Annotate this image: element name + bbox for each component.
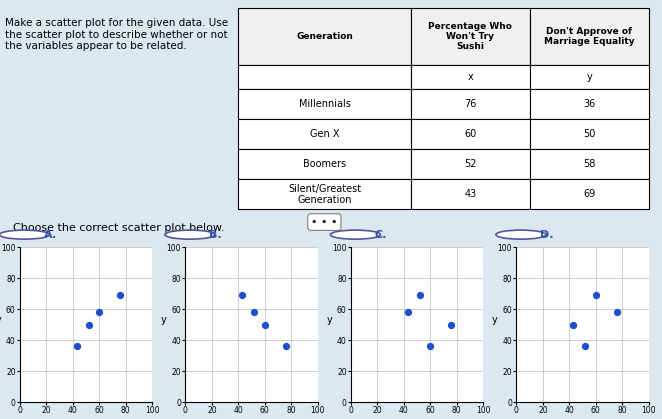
Text: Boomers: Boomers — [303, 159, 346, 169]
Point — [425, 343, 436, 350]
Point — [612, 309, 622, 316]
X-axis label: x: x — [414, 417, 420, 419]
Bar — [410, 149, 530, 179]
Bar — [238, 179, 410, 210]
Bar — [410, 89, 530, 119]
Bar — [530, 8, 649, 65]
Point — [260, 321, 270, 328]
Bar — [530, 89, 649, 119]
Bar — [238, 65, 410, 89]
Bar — [410, 179, 530, 210]
Text: C.: C. — [375, 230, 387, 240]
Text: B.: B. — [209, 230, 222, 240]
Bar — [530, 65, 649, 89]
Text: Silent/Greatest
Generation: Silent/Greatest Generation — [288, 184, 361, 205]
Bar — [530, 179, 649, 210]
Text: • • •: • • • — [311, 217, 338, 227]
Text: 69: 69 — [583, 189, 595, 199]
Point — [71, 343, 82, 350]
Text: Millennials: Millennials — [299, 99, 350, 109]
Text: 58: 58 — [583, 159, 595, 169]
Circle shape — [330, 230, 381, 239]
Bar — [238, 89, 410, 119]
Bar — [410, 65, 530, 89]
Text: 52: 52 — [464, 159, 477, 169]
Point — [402, 309, 413, 316]
Y-axis label: y: y — [161, 315, 167, 325]
Text: Percentage Who
Won't Try
Sushi: Percentage Who Won't Try Sushi — [428, 22, 512, 52]
Text: Gen X: Gen X — [310, 129, 339, 139]
Text: Don't Approve of
Marriage Equality: Don't Approve of Marriage Equality — [544, 27, 635, 46]
Text: 43: 43 — [464, 189, 477, 199]
Circle shape — [0, 230, 50, 239]
Bar — [238, 149, 410, 179]
Text: A.: A. — [44, 230, 57, 240]
Text: x: x — [467, 72, 473, 82]
Bar — [410, 8, 530, 65]
Bar — [238, 8, 410, 65]
X-axis label: x: x — [249, 417, 254, 419]
Text: D.: D. — [540, 230, 554, 240]
Text: Generation: Generation — [296, 32, 353, 41]
X-axis label: x: x — [580, 417, 585, 419]
Point — [94, 309, 105, 316]
Text: Choose the correct scatter plot below.: Choose the correct scatter plot below. — [13, 223, 225, 233]
Point — [568, 321, 579, 328]
Text: 36: 36 — [583, 99, 595, 109]
Text: Make a scatter plot for the given data. Use
the scatter plot to describe whether: Make a scatter plot for the given data. … — [5, 18, 228, 51]
Text: 60: 60 — [464, 129, 477, 139]
Point — [446, 321, 457, 328]
Bar — [238, 119, 410, 149]
Y-axis label: y: y — [326, 315, 332, 325]
Text: 76: 76 — [464, 99, 477, 109]
Text: 50: 50 — [583, 129, 595, 139]
Point — [580, 343, 591, 350]
Y-axis label: y: y — [492, 315, 498, 325]
Point — [115, 292, 126, 299]
Y-axis label: y: y — [0, 315, 1, 325]
X-axis label: x: x — [83, 417, 89, 419]
Point — [83, 321, 94, 328]
Circle shape — [165, 230, 215, 239]
Point — [281, 343, 291, 350]
Text: y: y — [587, 72, 592, 82]
Point — [591, 292, 601, 299]
Point — [414, 292, 425, 299]
Bar — [410, 119, 530, 149]
Point — [237, 292, 248, 299]
Point — [249, 309, 260, 316]
Bar — [530, 149, 649, 179]
Circle shape — [496, 230, 546, 239]
Bar — [530, 119, 649, 149]
